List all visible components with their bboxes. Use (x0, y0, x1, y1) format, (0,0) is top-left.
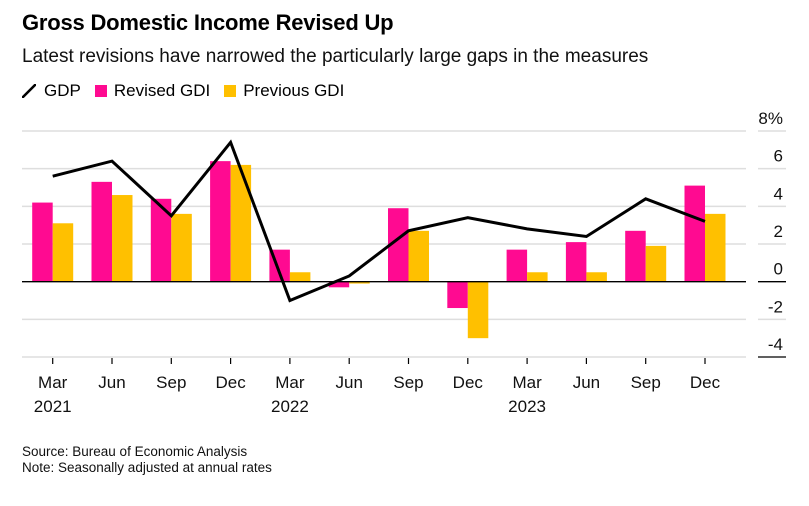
footer: Source: Bureau of Economic Analysis Note… (22, 444, 272, 476)
seasonal-note: Note: Seasonally adjusted at annual rate… (22, 460, 272, 475)
x-tick-label: Dec (215, 373, 246, 392)
previous-gdi-bar (645, 245, 667, 282)
previous-gdi-bar (112, 195, 133, 282)
legend-item-previous-gdi: Previous GDI (224, 81, 344, 101)
x-tick-label: Mar (275, 373, 305, 392)
legend-item-gdp: GDP (22, 81, 81, 101)
revised-gdi-bar (150, 198, 172, 282)
x-year-label: 2021 (34, 397, 72, 416)
y-tick-label: 4 (774, 184, 783, 203)
legend-label: Previous GDI (243, 81, 345, 100)
revised-gdi-swatch-icon (94, 85, 107, 97)
y-tick-label: 0 (774, 260, 783, 279)
revised-gdi-bar (32, 202, 53, 282)
x-tick-label: Dec (453, 373, 484, 392)
x-tick-label: Jun (573, 373, 600, 392)
x-tick-label: Sep (393, 373, 423, 392)
gdp-line-group (52, 139, 706, 303)
gdp-line (52, 139, 706, 303)
x-year-label: 2023 (508, 397, 546, 416)
chart-subtitle: Latest revisions have narrowed the parti… (22, 46, 649, 67)
legend-label: Revised GDI (113, 81, 211, 100)
y-axis: 8% 6 4 2 0 -2 -4 (758, 109, 786, 358)
previous-gdi-bar (230, 164, 252, 282)
previous-gdi-swatch-icon (224, 85, 237, 97)
revised-gdi-bar (388, 208, 409, 282)
revised-gdi-bar (210, 161, 231, 282)
x-year-label: 2022 (271, 397, 309, 416)
y-tick-label: 2 (774, 222, 783, 241)
x-tick-label: Mar (38, 373, 68, 392)
revised-gdi-bar (625, 230, 646, 282)
x-tick-label: Dec (690, 373, 721, 392)
x-tick-label: Sep (631, 373, 661, 392)
y-tick-label: 6 (774, 147, 783, 166)
legend-item-revised-gdi: Revised GDI (94, 81, 211, 101)
previous-gdi-bar (171, 213, 192, 282)
x-axis: Mar 2021 Jun Sep Dec Mar 2022 Jun Sep Dec Mar 2023 J… (34, 358, 721, 416)
revised-gdi-bar (506, 249, 528, 282)
legend: GDP Revised GDI Previous GDI (22, 81, 358, 101)
y-tick-label: -2 (768, 297, 783, 316)
previous-gdi-bar (289, 272, 311, 282)
previous-gdi-bar (52, 223, 74, 282)
previous-gdi-bar (467, 281, 489, 339)
revised-gdi-bar (328, 281, 350, 288)
previous-gdi-bar (586, 272, 607, 282)
previous-gdi-bar (349, 281, 370, 284)
source-note: Source: Bureau of Economic Analysis (22, 444, 248, 459)
x-tick-label: Jun (335, 373, 362, 392)
line-swatch-icon (22, 84, 36, 98)
chart-plot: 8% 6 4 2 0 -2 -4 Mar 2021 Jun Sep Dec Mar 2022 Jun Sep… (22, 109, 786, 416)
previous-gdi-bar (527, 272, 548, 282)
legend-label: GDP (44, 81, 81, 100)
chart-title: Gross Domestic Income Revised Up (22, 10, 394, 35)
x-tick-label: Sep (156, 373, 186, 392)
revised-gdi-bar (565, 242, 587, 282)
previous-gdi-bar (705, 213, 726, 282)
revised-gdi-bar (684, 185, 705, 282)
revised-gdi-bar (91, 181, 112, 282)
x-tick-label: Mar (512, 373, 542, 392)
y-tick-label: -4 (768, 335, 783, 354)
gridlines (22, 130, 746, 358)
bars (32, 161, 726, 339)
x-tick-label: Jun (98, 373, 125, 392)
revised-gdi-bar (447, 281, 468, 309)
y-tick-label: 8% (758, 109, 783, 128)
previous-gdi-bar (408, 230, 429, 282)
